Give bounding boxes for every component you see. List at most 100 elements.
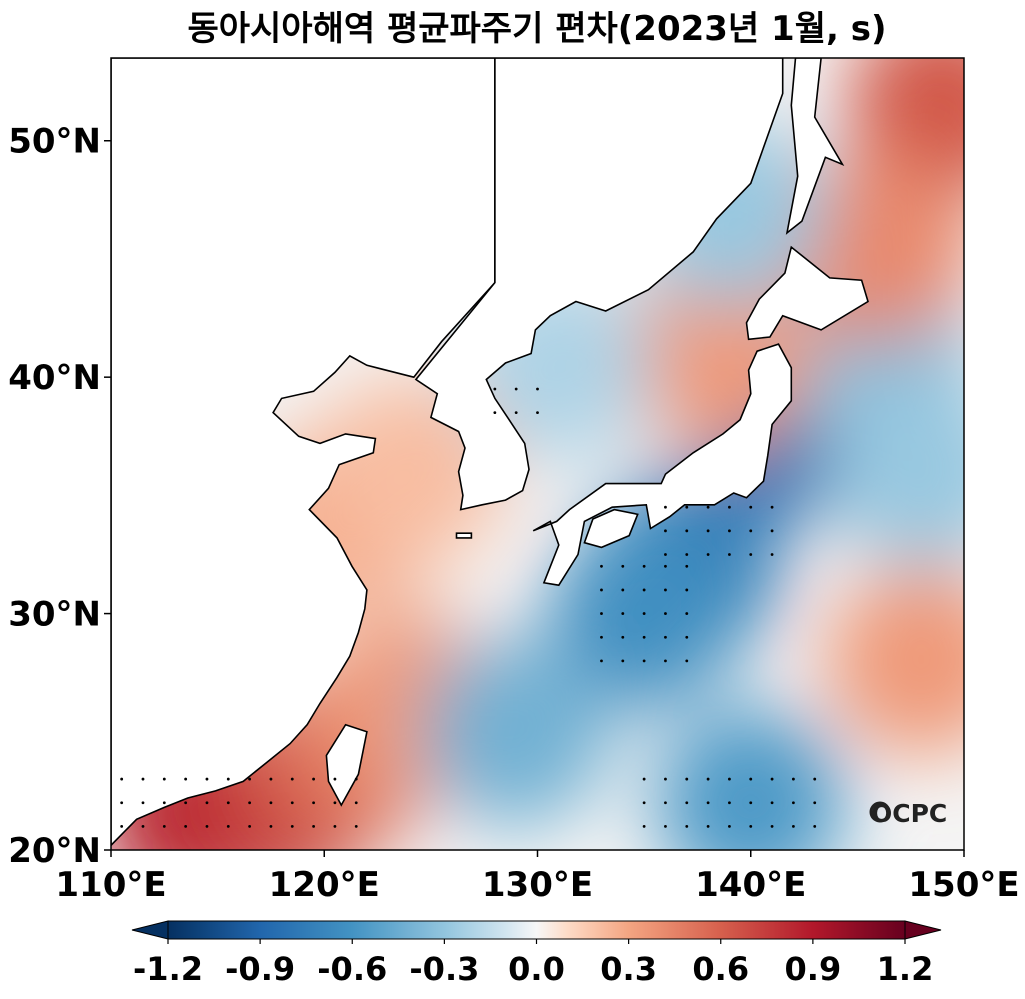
colorbar: -1.2 -0.9 -0.6 -0.3 0.0 0.3 0.6 0.9 1.2 <box>131 920 942 988</box>
stipple-dot <box>312 801 315 805</box>
x-tick-label: 120°E <box>269 865 380 905</box>
chart-title: 동아시아해역 평균파주기 편차(2023년 1월, s) <box>187 9 886 49</box>
stipple-dot <box>770 553 774 556</box>
stipple-dot <box>248 801 252 805</box>
stipple-dot <box>706 824 710 828</box>
stipple-dot <box>664 529 667 533</box>
colorbar-tick-label: 0.9 <box>785 950 842 988</box>
y-tick-label: 40°N <box>8 358 101 398</box>
anomaly-blob-12 <box>826 565 964 756</box>
stipple-dot <box>536 387 539 391</box>
y-axis-ticks: 20°N 30°N 40°N 50°N <box>8 122 111 871</box>
stipple-dot <box>621 564 625 568</box>
stipple-dot <box>514 387 518 391</box>
stipple-dot <box>770 505 774 509</box>
stipple-dot <box>162 801 166 805</box>
land-shikoku <box>583 508 639 549</box>
stipple-dot <box>621 612 625 615</box>
stipple-dot <box>642 801 646 805</box>
stipple-dot <box>354 801 358 805</box>
stipple-dot <box>600 612 603 615</box>
stipple-dot <box>493 411 497 415</box>
stipple-dot <box>600 659 603 663</box>
stipple-dot <box>621 635 625 639</box>
stipple-dot <box>685 588 689 592</box>
x-tick-label: 140°E <box>695 865 806 905</box>
colorbar-tick-label: 1.2 <box>877 950 934 988</box>
stipple-dot <box>642 612 646 615</box>
stipple-dot <box>685 824 689 828</box>
stipple-dot <box>770 529 774 533</box>
stipple-dot <box>162 777 166 781</box>
stipple-dot <box>664 564 667 568</box>
stipple-dot <box>813 824 817 828</box>
stipple-dot <box>706 529 710 533</box>
stipple-dot <box>749 505 753 509</box>
stipple-dot <box>333 777 337 781</box>
stipple-dot <box>706 801 710 805</box>
stipple-dot <box>664 777 667 781</box>
stipple-dot <box>685 505 689 509</box>
stipple-dot <box>792 801 795 805</box>
stipple-dot <box>184 824 188 828</box>
stipple-dot <box>226 777 230 781</box>
stipple-dot <box>749 801 753 805</box>
land-jeju <box>455 532 473 539</box>
stipple-dot <box>770 777 774 781</box>
stipple-dot <box>290 801 294 805</box>
stipple-dot <box>354 777 358 781</box>
stipple-dot <box>728 505 731 509</box>
colorbar-gradient <box>168 921 905 939</box>
x-axis-ticks: 110°E 120°E 130°E 140°E 150°E <box>55 850 1020 905</box>
ocpc-logo: OCPC <box>869 799 947 828</box>
stipple-dot <box>600 564 603 568</box>
stipple-dot <box>312 777 315 781</box>
stipple-dot <box>290 824 294 828</box>
land-hokkaido <box>745 245 869 341</box>
land-kyushu-honshu <box>532 343 793 587</box>
stipple-dot <box>728 553 731 556</box>
stipple-dot <box>141 777 145 781</box>
stipple-dot <box>685 612 689 615</box>
stipple-dot <box>685 659 689 663</box>
colorbar-extend-max <box>904 920 942 940</box>
stipple-dot <box>664 659 667 663</box>
stipple-dot <box>770 824 774 828</box>
map-area <box>111 58 964 850</box>
stipple-dot <box>728 529 731 533</box>
stipple-dot <box>706 777 710 781</box>
y-tick-label: 20°N <box>8 831 101 871</box>
stipple-dot <box>685 529 689 533</box>
stipple-dot <box>792 777 795 781</box>
stipple-dot <box>600 635 603 639</box>
stipple-dot <box>333 824 337 828</box>
stipple-dot <box>642 659 646 663</box>
stipple-dot <box>664 635 667 639</box>
stipple-dot <box>685 553 689 556</box>
stipple-dot <box>493 387 497 391</box>
stipple-dot <box>269 777 273 781</box>
stipple-dot <box>685 635 689 639</box>
land-china <box>111 58 496 847</box>
stipple-dot <box>664 801 667 805</box>
stipple-dot <box>642 824 646 828</box>
x-tick-label: 150°E <box>908 865 1019 905</box>
stipple-dot <box>269 801 273 805</box>
anomaly-blob-17 <box>421 636 612 827</box>
x-tick-label: 110°E <box>55 865 166 905</box>
stipple-dot <box>621 588 625 592</box>
stipple-dot <box>141 801 145 805</box>
stipple-dot <box>749 553 753 556</box>
land-taiwan <box>325 723 368 807</box>
y-tick-label: 30°N <box>8 595 101 635</box>
stipple-dot <box>749 777 753 781</box>
stipple-dot <box>664 824 667 828</box>
colorbar-tick-label: -0.6 <box>317 950 387 988</box>
stipple-dot <box>706 553 710 556</box>
logo-text: OCPC <box>871 799 947 828</box>
stipple-dot <box>184 777 188 781</box>
x-tick-label: 130°E <box>482 865 593 905</box>
stipple-dot <box>813 801 817 805</box>
stipple-dot <box>813 777 817 781</box>
land-korea <box>414 58 784 511</box>
